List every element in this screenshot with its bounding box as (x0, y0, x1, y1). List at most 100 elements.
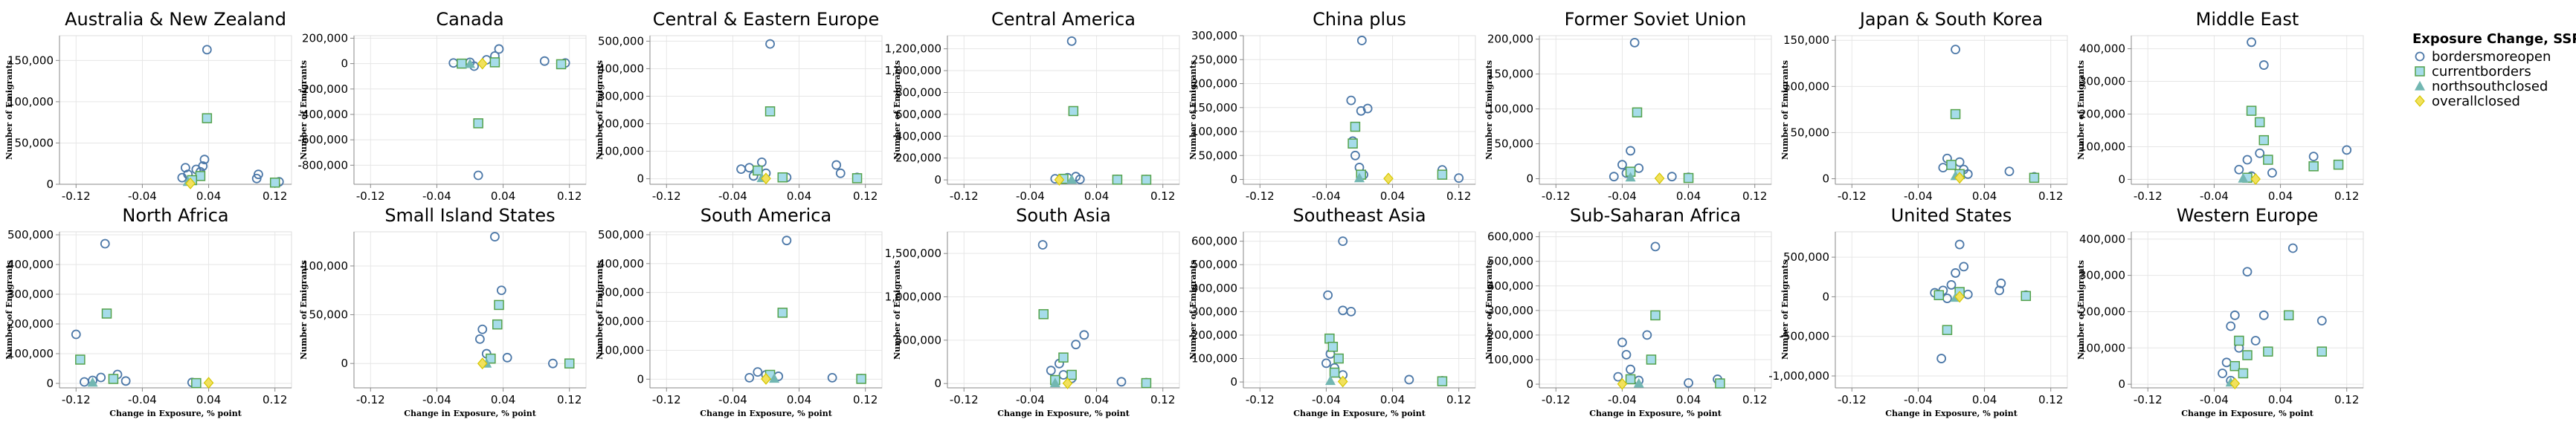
point-currentborders (191, 377, 202, 389)
legend-symbol-currentborders (2415, 66, 2425, 77)
x-axis-label: Change in Exposure, % point (109, 409, 242, 418)
panel-china-plus: 0 50,000 100,000 150,000 200,000 250,000 300,0… (1188, 9, 1476, 203)
y-tick-label: 500,000 (1191, 258, 1237, 271)
plot-frame (1835, 231, 2068, 389)
x-tick-label: 0.12 (1446, 393, 1471, 406)
x-tick-label: 0.04 (2268, 393, 2293, 406)
point-overallclosed (761, 172, 771, 185)
y-axis-label: Number of Emigrants (4, 260, 14, 360)
point-currentborders (492, 319, 503, 330)
legend-symbol-bordersmoreopen (2415, 51, 2425, 62)
x-tick-label: -0.12 (356, 393, 385, 406)
x-tick-label: -0.04 (1016, 189, 1045, 203)
panel-south-asia: 0 500,000 1,000,000 1,500,000 -0.12 -0.04 0.04… (885, 205, 1180, 418)
x-tick-label: 0.12 (557, 393, 582, 406)
point-northsouthclosed (87, 377, 98, 387)
y-axis-label: Number of Emigrants (2076, 260, 2086, 360)
point-currentborders (75, 354, 86, 365)
y-axis-label: Number of Emigrants (892, 60, 902, 160)
x-tick-label: 0.12 (2334, 189, 2359, 203)
point-bordersmoreopen (1454, 173, 1464, 184)
y-tick-label: 200,000 (598, 315, 644, 328)
x-axis-label: Change in Exposure, % point (1589, 409, 1722, 418)
x-tick-label: -0.12 (652, 189, 681, 203)
point-bordersmoreopen (2250, 336, 2261, 345)
point-bordersmoreopen (1321, 358, 1331, 369)
point-bordersmoreopen (827, 372, 837, 383)
point-bordersmoreopen (1626, 146, 1635, 156)
y-tick-label: 600,000 (1191, 235, 1237, 248)
y-tick-label: 300,000 (7, 288, 54, 301)
point-bordersmoreopen (1621, 349, 1632, 360)
y-tick-label: 100,000 (1783, 80, 1829, 93)
panel-title: North Africa (122, 205, 228, 226)
point-currentborders (202, 113, 213, 123)
point-bordersmoreopen (1356, 106, 1366, 116)
x-tick-label: -0.12 (62, 393, 91, 406)
point-currentborders (1038, 309, 1049, 319)
point-currentborders (2242, 350, 2253, 360)
y-tick-label: 0 (1230, 375, 1237, 389)
point-bordersmoreopen (251, 173, 262, 184)
point-bordersmoreopen (490, 232, 500, 241)
point-bordersmoreopen (202, 45, 212, 55)
y-tick-label: 500,000 (598, 34, 644, 48)
y-axis-label: Number of Emigrants (1484, 60, 1494, 160)
panel-central-america: 0 200,000 400,000 600,000 800,000 1,000,000 1,… (885, 9, 1180, 203)
y-tick-label: -400,000 (298, 108, 348, 121)
point-currentborders (1112, 175, 1123, 185)
point-bordersmoreopen (1946, 280, 1957, 290)
x-tick-label: -0.12 (356, 189, 385, 203)
point-northsouthclosed (1324, 375, 1336, 386)
y-tick-label: 0 (637, 372, 644, 386)
y-tick-label: 100,000 (1487, 353, 1533, 366)
point-overallclosed (1654, 172, 1665, 184)
point-bordersmoreopen (539, 56, 550, 66)
point-bordersmoreopen (2316, 316, 2327, 326)
point-currentborders (1437, 376, 1448, 386)
x-tick-label: -0.04 (1312, 189, 1341, 203)
point-bordersmoreopen (1667, 172, 1677, 182)
point-bordersmoreopen (1684, 377, 1693, 388)
point-overallclosed (2250, 173, 2261, 185)
x-tick-label: 0.04 (1972, 189, 1997, 203)
point-currentborders (2258, 134, 2270, 146)
point-bordersmoreopen (1037, 240, 1048, 250)
y-tick-label: 50,000 (1791, 126, 1830, 139)
y-tick-label: 150,000 (1487, 68, 1533, 81)
y-tick-label: 300,000 (598, 286, 644, 299)
y-tick-label: 500,000 (1487, 255, 1533, 268)
y-tick-label: 200,000 (895, 152, 941, 165)
panel-title: Australia & New Zealand (65, 9, 286, 30)
point-currentborders (1066, 369, 1077, 380)
x-tick-label: -0.04 (1312, 393, 1341, 406)
x-tick-label: -0.04 (128, 189, 157, 203)
y-tick-label: 300,000 (1487, 304, 1533, 317)
y-tick-label: 200,000 (2079, 107, 2125, 120)
point-currentborders (473, 118, 483, 129)
x-tick-label: 0.12 (853, 189, 878, 203)
y-tick-label: 400,000 (598, 62, 644, 75)
y-tick-label: 0 (341, 357, 348, 370)
point-bordersmoreopen (1338, 236, 1348, 247)
point-bordersmoreopen (2247, 37, 2256, 48)
point-bordersmoreopen (1650, 241, 1661, 252)
y-tick-label: 0 (1230, 173, 1237, 186)
point-currentborders (494, 299, 504, 311)
x-tick-label: 0.12 (1742, 393, 1767, 406)
panel-title: Central America (991, 9, 1136, 30)
x-tick-label: -0.12 (2134, 189, 2163, 203)
y-tick-label: 0 (934, 173, 941, 186)
x-tick-label: 0.04 (1676, 189, 1701, 203)
panel-north-africa: 0 100,000 200,000 300,000 400,000 500,000 -0.1… (4, 205, 292, 418)
x-tick-label: -0.12 (62, 189, 91, 203)
y-tick-label: 400,000 (7, 258, 54, 271)
y-axis-label: Number of Emigrants (892, 260, 902, 360)
panel-central-eastern-europe: 0 100,000 200,000 300,000 400,000 500,000 -0.1… (595, 9, 883, 203)
x-tick-label: 0.12 (1150, 393, 1175, 406)
point-bordersmoreopen (2255, 148, 2265, 158)
y-tick-label: 0 (1822, 290, 1829, 303)
y-tick-label: 500,000 (598, 228, 644, 241)
y-tick-label: -200,000 (298, 82, 348, 96)
